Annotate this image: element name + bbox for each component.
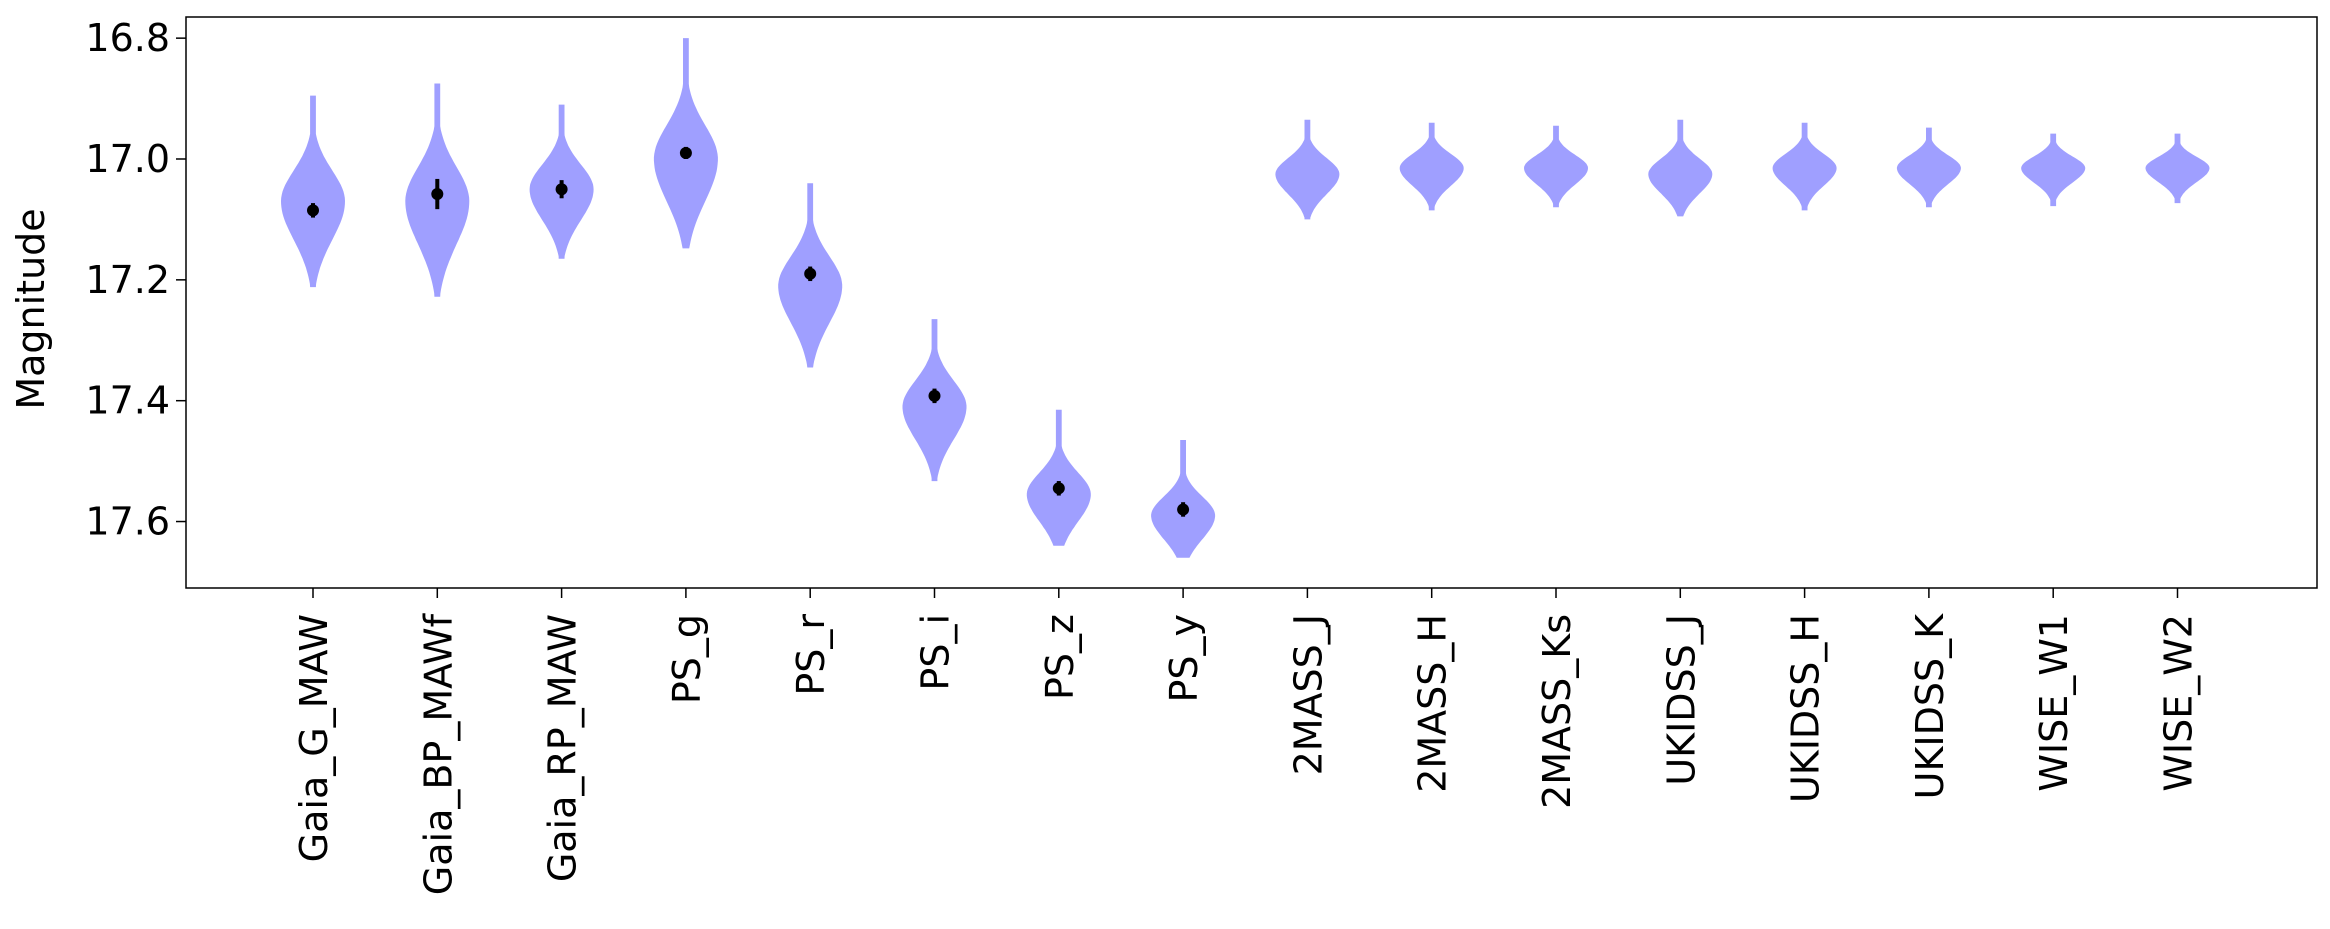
x-tick-label: Gaia_G_MAW: [292, 614, 336, 862]
x-tick-label: PS_y: [1162, 614, 1206, 703]
observations-layer: [307, 146, 1190, 517]
plot-frame: [185, 16, 2318, 589]
observed-point-PS_i: [928, 389, 941, 402]
violins-layer: [281, 38, 2210, 558]
x-tick-label: WISE_W1: [2032, 614, 2076, 792]
x-tick-label: WISE_W2: [2157, 614, 2201, 792]
x-tick-label: Gaia_RP_MAW: [541, 614, 585, 882]
observed-point-PS_g: [679, 146, 692, 159]
violin-Gaia_G_MAW: [281, 95, 345, 288]
x-tick-label: UKIDSS_H: [1784, 614, 1828, 803]
violin-2MASS_H: [1399, 122, 1464, 211]
observed-point-PS_z: [1052, 482, 1065, 495]
x-tick-label: 2MASS_H: [1411, 614, 1455, 793]
observed-point-Gaia_BP_MAWf: [431, 188, 444, 201]
observed-point-PS_r: [804, 267, 817, 280]
violin-UKIDSS_H: [1772, 122, 1837, 211]
violin-PS_z: [1026, 409, 1091, 546]
x-tick-label: PS_z: [1038, 614, 1082, 700]
x-tick-label: PS_r: [789, 614, 833, 696]
violin-PS_y: [1151, 440, 1216, 558]
x-tick-label: 2MASS_J: [1286, 614, 1330, 775]
x-tick-label: UKIDSS_J: [1659, 614, 1703, 786]
violin-2MASS_J: [1275, 119, 1340, 220]
x-tick-label: UKIDSS_K: [1908, 613, 1952, 799]
violin-UKIDSS_K: [1896, 127, 1961, 208]
observed-point-PS_y: [1177, 503, 1190, 516]
violin-2MASS_Ks: [1524, 125, 1588, 208]
y-tick-label: 17.4: [85, 379, 170, 423]
observed-point-Gaia_RP_MAW: [555, 183, 568, 196]
x-tick-label: 2MASS_Ks: [1535, 614, 1579, 809]
y-tick-label: 17.0: [85, 137, 170, 181]
x-tick-label: PS_i: [914, 614, 958, 691]
x-axis: Gaia_G_MAW Gaia_BP_MAWf Gaia_RP_MAW PS_g PS_…: [292, 588, 2201, 895]
y-tick-label: 16.8: [85, 16, 170, 60]
x-tick-label: PS_g: [665, 614, 709, 704]
violin-PS_g: [653, 38, 718, 249]
x-tick-label: Gaia_BP_MAWf: [416, 612, 460, 895]
y-tick-label: 17.2: [85, 258, 170, 302]
violin-WISE_W2: [2145, 133, 2210, 204]
y-axis: 16.8 17.0 17.2 17.4 17.6: [85, 16, 186, 544]
observed-point-Gaia_G_MAW: [307, 204, 319, 217]
violin-UKIDSS_J: [1648, 119, 1713, 217]
violin-WISE_W1: [2021, 133, 2086, 207]
y-axis-label: Magnitude: [9, 208, 53, 409]
y-tick-label: 17.6: [85, 500, 170, 544]
